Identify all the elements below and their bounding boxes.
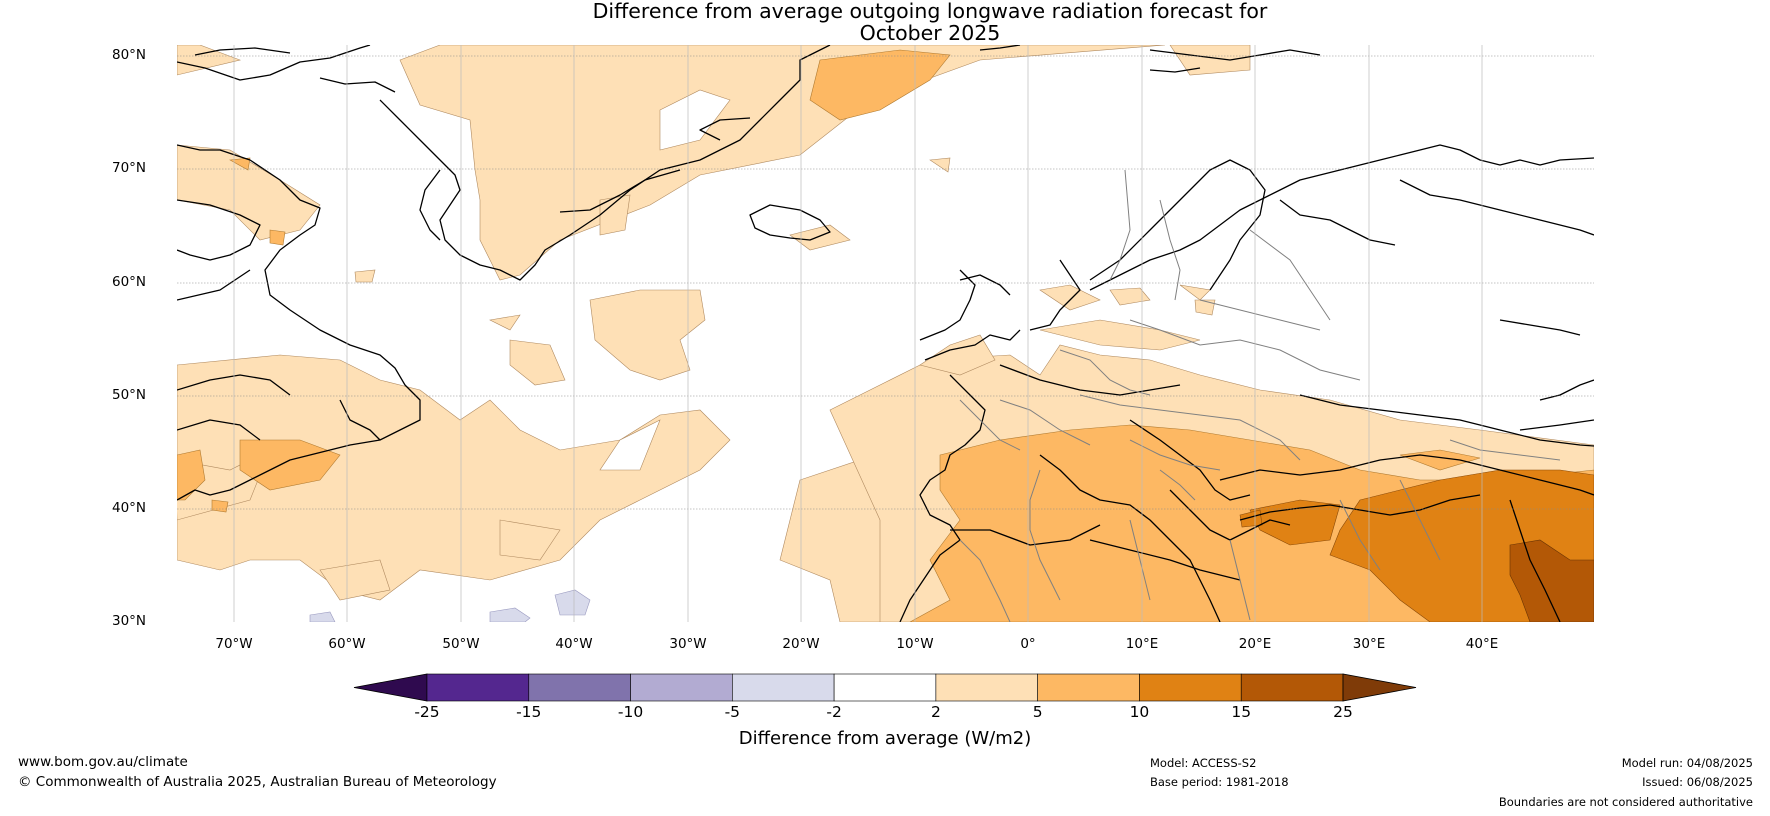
anomaly-map: [177, 45, 1594, 622]
lat-label: 80°N: [112, 47, 147, 63]
model-run-text: Model run: 04/08/2025: [1621, 756, 1753, 770]
lon-label: 40°E: [1465, 636, 1499, 652]
lat-label: 40°N: [112, 500, 147, 516]
lat-label: 30°N: [112, 613, 147, 629]
map-title-line1: Difference from average outgoing longwav…: [592, 0, 1268, 23]
colorbar-extend-high: [1342, 673, 1417, 702]
country-borders: [959, 169, 1561, 622]
colorbar-tick-label: -2: [826, 703, 842, 721]
lon-label: 20°W: [782, 636, 820, 652]
lon-label: 10°E: [1125, 636, 1159, 652]
colorbar-tick-label: -10: [617, 703, 644, 721]
lon-label: 10°W: [896, 636, 934, 652]
colorbar-segment: [528, 673, 631, 702]
colorbar-segment: [833, 673, 937, 702]
colorbar-extend-low: [353, 673, 428, 702]
map-title-line2: October 2025: [859, 21, 1001, 45]
lon-label: 30°W: [669, 636, 707, 652]
lon-label: 60°W: [328, 636, 366, 652]
colorbar: [353, 673, 1417, 702]
website-text: www.bom.gov.au/climate: [18, 754, 188, 770]
colorbar-tick-label: 25: [1333, 703, 1353, 721]
lat-label: 50°N: [112, 387, 147, 403]
colorbar-segment: [630, 673, 733, 702]
lon-label: 70°W: [215, 636, 253, 652]
coastlines: [177, 45, 1594, 622]
colorbar-segment: [1037, 673, 1140, 702]
lon-label: 20°E: [1238, 636, 1272, 652]
base-period-text: Base period: 1981-2018: [1150, 775, 1289, 789]
colorbar-tick-label: -5: [724, 703, 741, 721]
anomaly-neg2-to-neg5-fill: [309, 589, 591, 622]
colorbar-tick-label: 10: [1129, 703, 1150, 721]
colorbar-tick-label: -15: [516, 703, 542, 721]
lon-label: 30°E: [1352, 636, 1386, 652]
colorbar-segment: [1240, 673, 1344, 702]
colorbar-tick-label: 2: [930, 703, 941, 721]
colorbar-label: Difference from average (W/m2): [738, 728, 1032, 749]
lat-label: 60°N: [112, 274, 147, 290]
copyright-text: © Commonwealth of Australia 2025, Austra…: [18, 774, 497, 790]
colorbar-tick-label: -25: [414, 703, 440, 721]
colorbar-segment: [1139, 673, 1242, 702]
colorbar-segment: [732, 673, 835, 702]
colorbar-segment: [935, 673, 1038, 702]
lon-label: 40°W: [555, 636, 593, 652]
latitude-lines: [177, 55, 1594, 510]
anomaly-15-to-25-fill: [1509, 539, 1594, 622]
colorbar-tick-label: 5: [1032, 703, 1043, 721]
lon-label: 50°W: [442, 636, 480, 652]
lat-label: 70°N: [112, 160, 147, 176]
lon-label: 0°: [1020, 636, 1036, 652]
model-text: Model: ACCESS-S2: [1150, 756, 1257, 770]
disclaimer-text: Boundaries are not considered authoritat…: [1498, 795, 1753, 809]
colorbar-segment: [426, 673, 530, 702]
issued-text: Issued: 06/08/2025: [1642, 775, 1753, 789]
longitude-lines: [233, 45, 1483, 622]
colorbar-tick-label: 15: [1231, 703, 1252, 721]
